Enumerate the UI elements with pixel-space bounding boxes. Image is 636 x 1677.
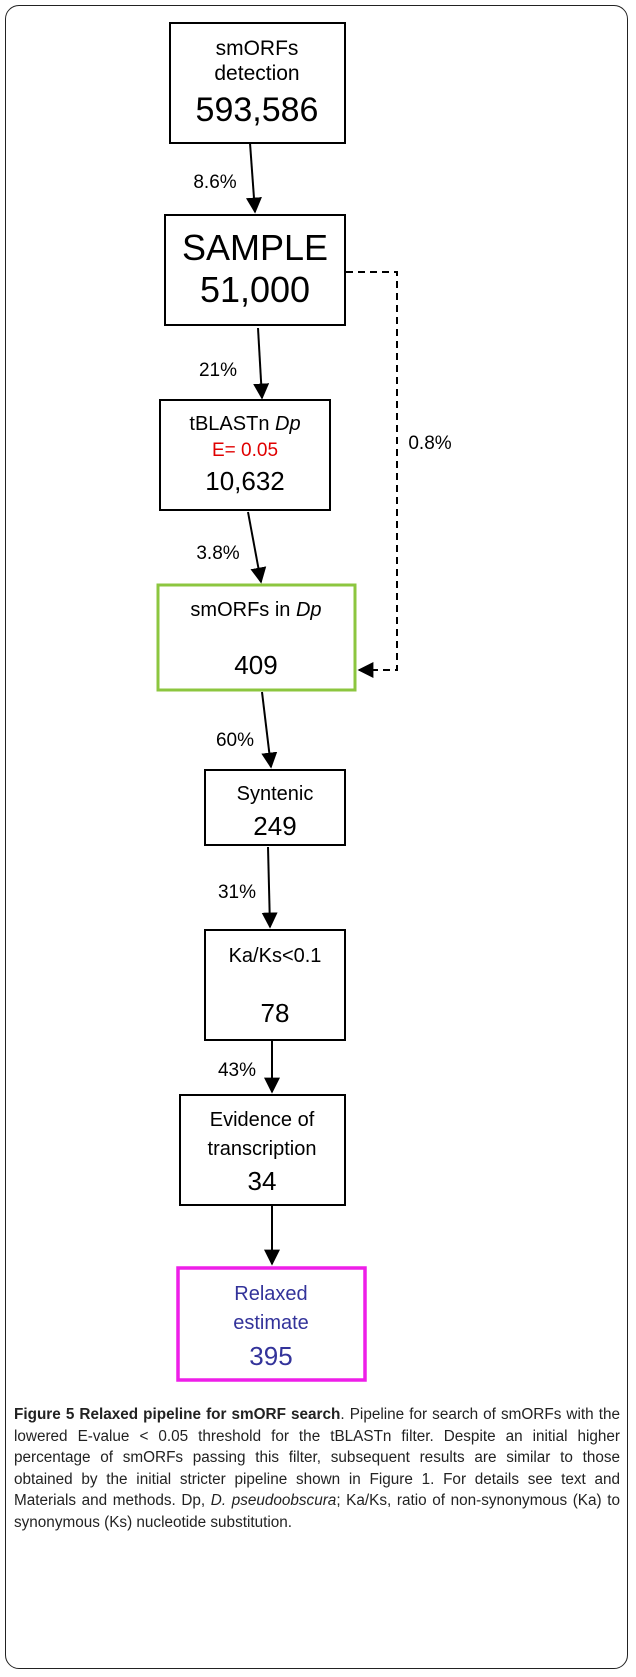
caption-text: . Pipeline for search of smORFs with the… bbox=[14, 1406, 620, 1509]
node-box bbox=[179, 1094, 346, 1206]
node-label-italic: Dp bbox=[296, 599, 322, 621]
node-label: transcription bbox=[208, 1138, 317, 1160]
edge-label: 31% bbox=[218, 882, 256, 903]
node-value: 34 bbox=[248, 1166, 277, 1196]
node-label: tBLASTn Dp bbox=[189, 413, 300, 435]
caption: Figure 5 Relaxed pipeline for smORF sear… bbox=[14, 1404, 620, 1533]
node-box bbox=[176, 1266, 367, 1382]
caption-title: Figure 5 Relaxed pipeline for smORF sear… bbox=[14, 1406, 341, 1423]
node-value: 10,632 bbox=[205, 466, 285, 496]
node-value: 249 bbox=[253, 811, 296, 841]
node-value: 395 bbox=[249, 1341, 292, 1371]
edge-label: 8.6% bbox=[193, 172, 236, 193]
node-box bbox=[164, 214, 346, 326]
arrow bbox=[261, 846, 278, 929]
edge-label: 3.8% bbox=[196, 543, 239, 564]
edge-label: 0.8% bbox=[408, 433, 451, 454]
node-label-text: smORFs in bbox=[190, 599, 290, 621]
node-value: 409 bbox=[234, 650, 277, 680]
node-label: Relaxed bbox=[234, 1283, 307, 1305]
edge-label: 60% bbox=[216, 730, 254, 751]
node-label: detection bbox=[214, 62, 299, 85]
node-value: 51,000 bbox=[200, 269, 310, 310]
node-label: Evidence of bbox=[210, 1109, 315, 1131]
node-box bbox=[156, 583, 357, 692]
node-box bbox=[204, 929, 346, 1041]
frame bbox=[5, 5, 628, 1669]
edge-label: 21% bbox=[199, 360, 237, 381]
node-label-italic: Dp bbox=[275, 413, 301, 435]
node-label: SAMPLE bbox=[182, 227, 328, 268]
diagram: smORFs detection 593,586 SAMPLE 51,000 t… bbox=[156, 22, 452, 1382]
caption-text: ; Ka/Ks, ratio of non-synonymous (Ka) to… bbox=[14, 1492, 620, 1531]
node-label: estimate bbox=[233, 1312, 309, 1334]
arrow bbox=[261, 691, 278, 769]
node-label: smORFs in Dp bbox=[190, 599, 321, 621]
node-box bbox=[204, 769, 346, 846]
caption-italic: D. pseudoobscura bbox=[210, 1492, 337, 1509]
node-sub: E= 0.05 bbox=[212, 440, 278, 461]
node-box bbox=[159, 399, 331, 511]
dashed-arrow bbox=[346, 271, 398, 678]
node-value: 78 bbox=[261, 998, 290, 1028]
node-label: Syntenic bbox=[237, 783, 314, 805]
node-label-text: tBLASTn bbox=[189, 413, 269, 435]
edge-label: 43% bbox=[218, 1060, 256, 1081]
node-label: Ka/Ks<0.1 bbox=[229, 945, 322, 967]
arrow bbox=[253, 327, 270, 400]
arrow bbox=[247, 511, 267, 584]
node-value: 593,586 bbox=[196, 91, 319, 129]
node-box bbox=[169, 22, 346, 144]
node-label: smORFs bbox=[216, 37, 299, 60]
arrow bbox=[245, 142, 262, 214]
